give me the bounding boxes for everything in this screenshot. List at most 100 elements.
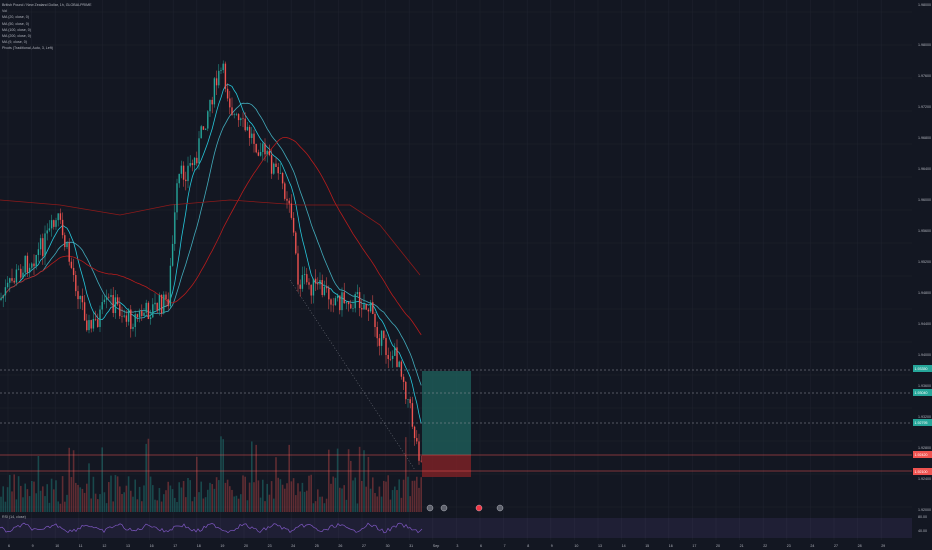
candle-body [319,280,321,285]
volume-bar [20,485,22,512]
volume-bar [136,499,139,512]
volume-bar [15,499,18,512]
volume-bar [411,480,414,512]
volume-bar [37,455,40,512]
volume-bar [303,491,306,512]
volume-bar [44,496,46,512]
candle-body [244,118,246,131]
candle-body [317,283,319,285]
volume-bar [202,498,205,512]
volume-bar [50,478,53,512]
volume-bar [356,503,359,512]
candle-body [398,361,400,367]
volume-bar [288,444,290,512]
volume-bar [176,501,178,512]
volume-bar [378,486,381,512]
volume-bar [420,477,422,512]
time-tick-label: 29 [881,544,885,548]
time-tick-label: 16 [669,544,673,548]
candle-body [55,220,57,227]
price-tick-label: 1.97600 [918,74,931,78]
volume-bar [88,463,90,512]
legend-ma-50[interactable]: MA (50, close, 0) [2,21,29,26]
volume-bar [387,475,389,512]
price-axis[interactable]: 1.98000 1.97600 1.97200 1.96800 1.96400 1.960… [913,3,932,533]
candle-body [61,219,64,236]
candle-body [121,316,123,317]
legend-title[interactable]: British Pound / New Zealand Dollar, 1h, … [2,3,92,7]
candle-body [127,309,130,322]
volume-bar [174,497,176,512]
volume-bar [341,488,343,512]
event-icon [475,504,483,512]
volume-bar [405,437,407,512]
candle-body [167,299,169,307]
rsi-legend[interactable]: RSI (14, close) [2,515,26,519]
legend-vol[interactable]: Vol [2,9,7,14]
candle-body [226,88,229,99]
volume-bar [389,499,392,512]
volume-bar [79,487,81,512]
volume-bar [367,456,370,512]
candle-body [42,238,44,257]
time-tick-label: 13 [126,544,130,548]
candle-body [33,263,35,267]
candle-body [407,399,409,400]
candle-body [394,347,396,356]
volume-bar [9,474,11,512]
candle-body [308,282,310,285]
volume-bar [13,474,15,512]
position-tool[interactable] [422,371,471,477]
volume-bar [171,489,174,512]
volume-bar [189,480,191,512]
volume-bar [211,484,213,512]
time-tick-label: 24 [291,544,295,548]
candle-body [215,78,218,86]
volume-bar [220,436,222,512]
time-axis[interactable]: 6 9 10 11 12 13 16 17 18 19 20 23 24 25 26 27 30 31 Sep 3 6 7… [8,544,885,548]
legend-ma-9[interactable]: MA (9, close, 0) [2,40,27,45]
candle-body [257,152,260,156]
legend-ma-100[interactable]: MA (100, close, 0) [2,27,31,32]
candlesticks [0,60,422,465]
event-markers[interactable] [426,504,504,512]
time-tick-label: 10 [55,544,59,548]
time-tick-label: 15 [645,544,649,548]
volume-bar [97,499,99,512]
volume-bar [191,501,194,512]
candle-body [44,233,46,257]
candle-body [380,330,383,346]
legend-ma-200[interactable]: MA (200, close, 0) [2,34,31,39]
volume-bar [237,498,240,512]
volume-bar [110,475,112,512]
volume-bar [2,486,4,512]
volume-bar [6,487,9,512]
candle-body [198,138,200,164]
volume-bar [132,496,134,512]
time-tick-label: 17 [692,544,696,548]
volume-bar [209,482,211,512]
rsi-band [0,518,912,538]
volume-bar [284,488,286,512]
candle-body [347,302,350,305]
volume-bar [77,484,79,512]
candle-body [279,173,282,174]
legend-pivots[interactable]: Pivots (Traditional, Auto, 3, Left) [2,46,54,51]
candle-body [48,228,51,231]
volume-bar [0,496,2,512]
volume-bar [24,483,26,512]
volume-bar [369,488,372,512]
legend-ma-20[interactable]: MA (20, close, 0) [2,15,29,20]
volume-bar [325,498,328,512]
price-tick-label: 1.96000 [918,198,931,202]
volume-bar [46,484,48,512]
price-tick-label: 1.96400 [918,167,931,171]
time-tick-label: 19 [220,544,224,548]
volume-bar [116,476,119,512]
candle-body [138,310,141,318]
candle-body [385,338,387,355]
volume-bar [391,490,394,512]
candle-body [17,268,20,270]
volume-bar [376,496,378,512]
